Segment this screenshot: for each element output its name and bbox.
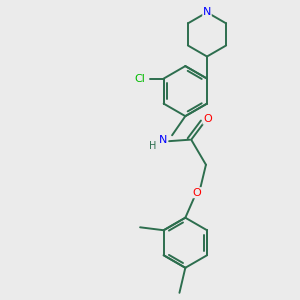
Text: N: N bbox=[159, 135, 167, 145]
Text: Cl: Cl bbox=[135, 74, 146, 84]
Text: H: H bbox=[149, 141, 157, 151]
Text: O: O bbox=[203, 114, 212, 124]
Text: N: N bbox=[203, 7, 211, 17]
Text: O: O bbox=[193, 188, 202, 198]
